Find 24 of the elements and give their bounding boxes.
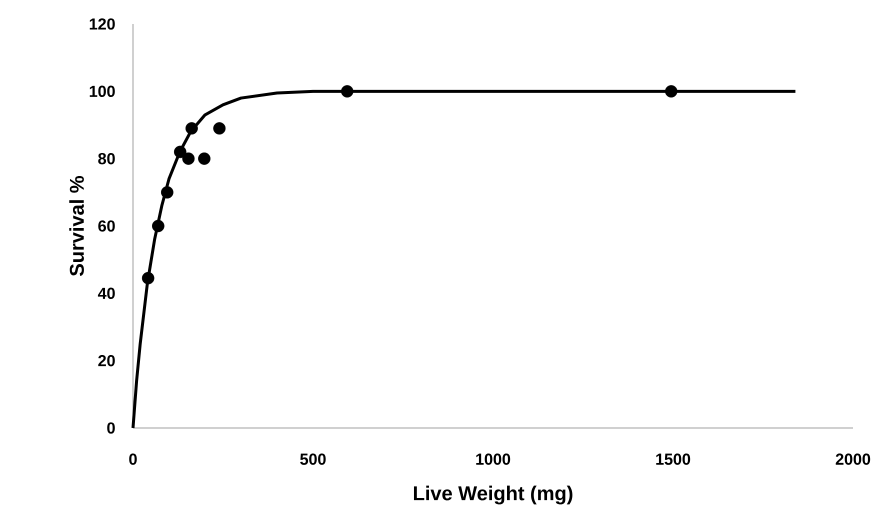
x-tick-label: 1000 xyxy=(476,454,510,465)
point xyxy=(198,152,210,165)
x-axis-title: Live Weight (mg) xyxy=(414,486,572,504)
y-tick-label: 80 xyxy=(98,153,115,164)
point xyxy=(665,85,678,98)
point xyxy=(161,186,174,199)
point xyxy=(182,152,195,165)
y-axis-title: Survival % xyxy=(69,176,84,276)
point xyxy=(142,272,154,284)
point xyxy=(174,146,186,158)
y-tick-label: 60 xyxy=(98,220,115,232)
y-tick-label: 20 xyxy=(98,355,115,366)
point xyxy=(341,85,354,98)
x-tick-label: 0 xyxy=(129,454,137,465)
point xyxy=(185,122,198,135)
y-tick-label: 120 xyxy=(90,18,115,30)
point xyxy=(152,220,164,232)
y-tick-label: 100 xyxy=(90,86,115,97)
x-tick-label: 500 xyxy=(300,454,326,465)
y-tick-label: 0 xyxy=(107,422,115,434)
point xyxy=(213,122,226,135)
x-tick-label: 2000 xyxy=(836,454,870,465)
y-tick-label: 40 xyxy=(98,288,115,299)
x-tick-label: 1500 xyxy=(656,454,690,465)
